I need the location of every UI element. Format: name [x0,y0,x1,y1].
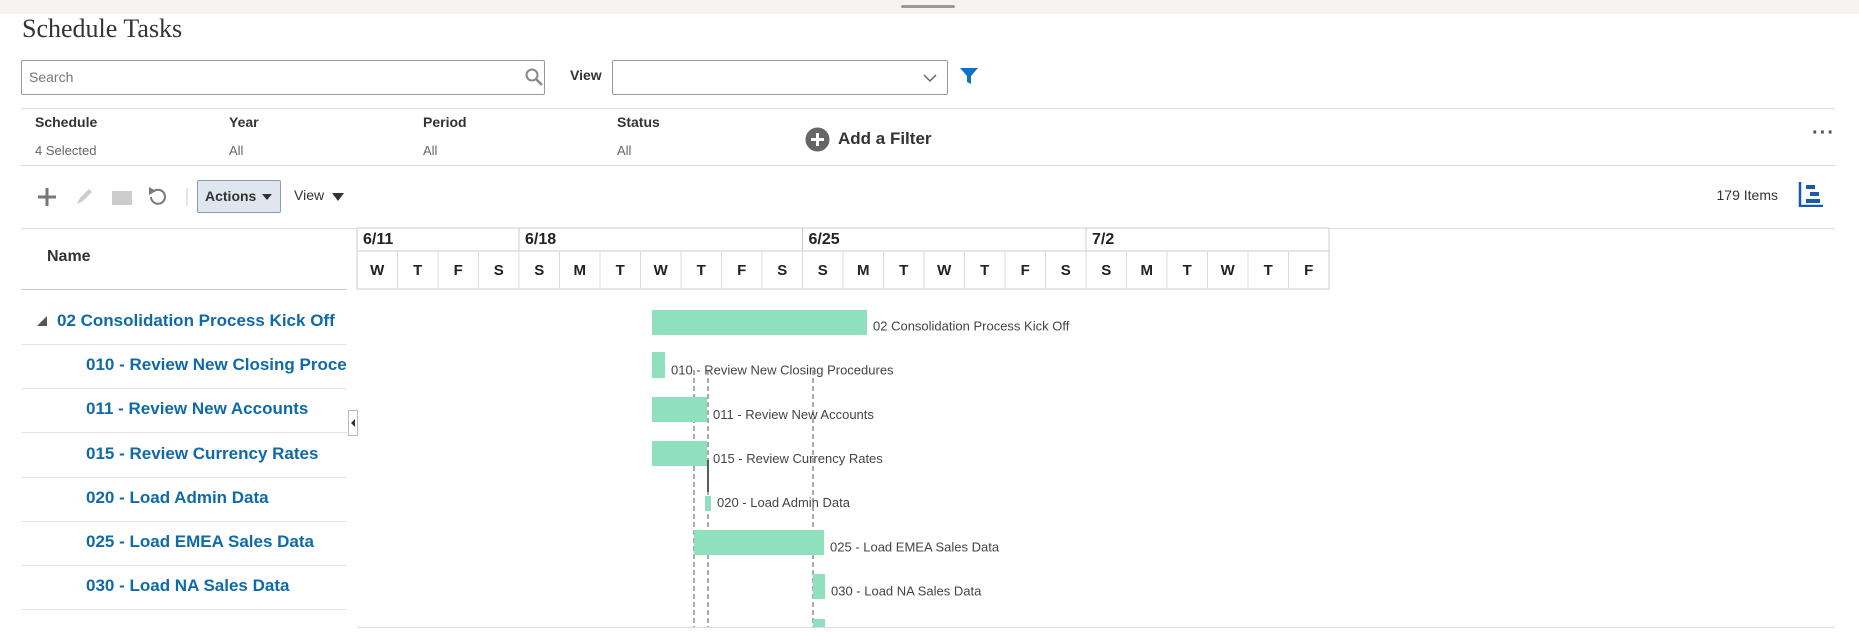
filter-label[interactable]: Period [423,114,467,130]
more-menu[interactable]: ··· [1812,122,1835,144]
day-label: T [616,262,625,279]
view-arrow[interactable] [332,193,344,201]
day-label: W [654,262,669,279]
task-bar [813,619,825,627]
task-link[interactable]: 015 - Review Currency Rates [86,443,319,463]
splitter[interactable] [348,410,358,436]
task-bar-label: 025 - Load EMEA Sales Data [830,539,1000,554]
task-link[interactable]: 020 - Load Admin Data [86,487,269,507]
name-header: Name [47,248,91,265]
day-label: W [1221,262,1236,279]
row-divider [21,565,347,566]
task-bar-label: 010 - Review New Closing Procedures [671,363,894,378]
actions-button[interactable]: Actions [197,180,281,213]
day-label: T [1264,262,1273,279]
filter-label[interactable]: Schedule [35,114,98,130]
task-bar-label: 011 - Review New Accounts [713,407,874,422]
task-bar-label: 020 - Load Admin Data [717,495,851,510]
day-label: M [574,262,587,279]
view-menu[interactable]: View [294,187,325,203]
divider [21,289,347,290]
day-label: W [370,262,385,279]
task-bar [705,496,711,511]
day-label: F [1304,262,1313,279]
day-label: F [737,262,746,279]
filter-value[interactable]: All [423,143,438,158]
task-bar [652,441,707,466]
filter-value[interactable]: 4 Selected [35,143,97,158]
row-divider [21,476,347,478]
day-label: S [494,262,504,279]
week-label: 6/25 [809,231,840,248]
task-link[interactable]: 025 - Load EMEA Sales Data [86,532,315,551]
view-label: View [570,67,602,83]
divider [21,165,1835,166]
task-link[interactable]: 02 Consolidation Process Kick Off [57,311,335,330]
day-label: S [818,262,828,279]
view-dropdown[interactable] [612,60,948,95]
search-icon[interactable] [525,68,543,86]
day-label: T [697,262,706,279]
collapse-icon[interactable] [37,316,47,326]
divider [357,627,1835,628]
week-label: 6/11 [363,231,393,248]
day-label: T [413,262,422,279]
row-divider [21,609,347,611]
task-bar-label: 02 Consolidation Process Kick Off [873,318,1070,333]
task-bar-label: 015 - Review Currency Rates [713,451,883,466]
gantt-toggle[interactable] [1798,181,1824,207]
toolbar-icons [38,187,188,206]
drag-handle[interactable] [901,5,955,8]
day-label: S [1101,262,1111,279]
day-label: S [534,262,544,279]
day-label: F [1021,262,1030,279]
filter-label[interactable]: Status [617,114,660,130]
day-label: T [899,262,908,279]
actions-label: Actions [205,188,257,204]
divider [21,108,1835,109]
task-link[interactable]: 030 - Load NA Sales Data [86,576,290,596]
items-count: 179 Items [1716,187,1778,203]
day-label: M [1141,262,1154,279]
day-label: S [1061,262,1071,279]
row-divider [21,520,347,522]
search-placeholder: Search [29,69,74,85]
add-filter-icon[interactable] [805,127,830,152]
page-title: Schedule Tasks [22,14,183,43]
filter-label[interactable]: Year [229,114,259,130]
filter-value[interactable]: All [229,143,244,158]
task-bar [694,530,824,555]
week-label: 7/2 [1092,231,1114,248]
row-divider [21,344,347,345]
filter-value[interactable]: All [617,143,632,158]
day-label: F [454,262,463,279]
add-filter[interactable]: Add a Filter [838,129,932,148]
search-box[interactable]: Search [21,60,545,95]
row-divider [21,432,347,434]
task-bar [813,574,825,599]
task-link[interactable]: 011 - Review New Accounts [86,399,309,419]
day-label: M [857,262,870,279]
task-bar [652,352,665,378]
row-divider [21,388,347,390]
task-bar [652,310,867,335]
day-label: T [1183,262,1192,279]
day-label: W [937,262,952,279]
filter-icon[interactable] [959,67,979,85]
task-bar-label: 030 - Load NA Sales Data [831,584,982,599]
task-link[interactable]: 010 - Review New Closing Procedures [86,355,347,375]
task-bar [652,397,707,422]
week-label: 6/18 [525,231,556,248]
day-label: T [980,262,989,279]
day-label: S [777,262,787,279]
